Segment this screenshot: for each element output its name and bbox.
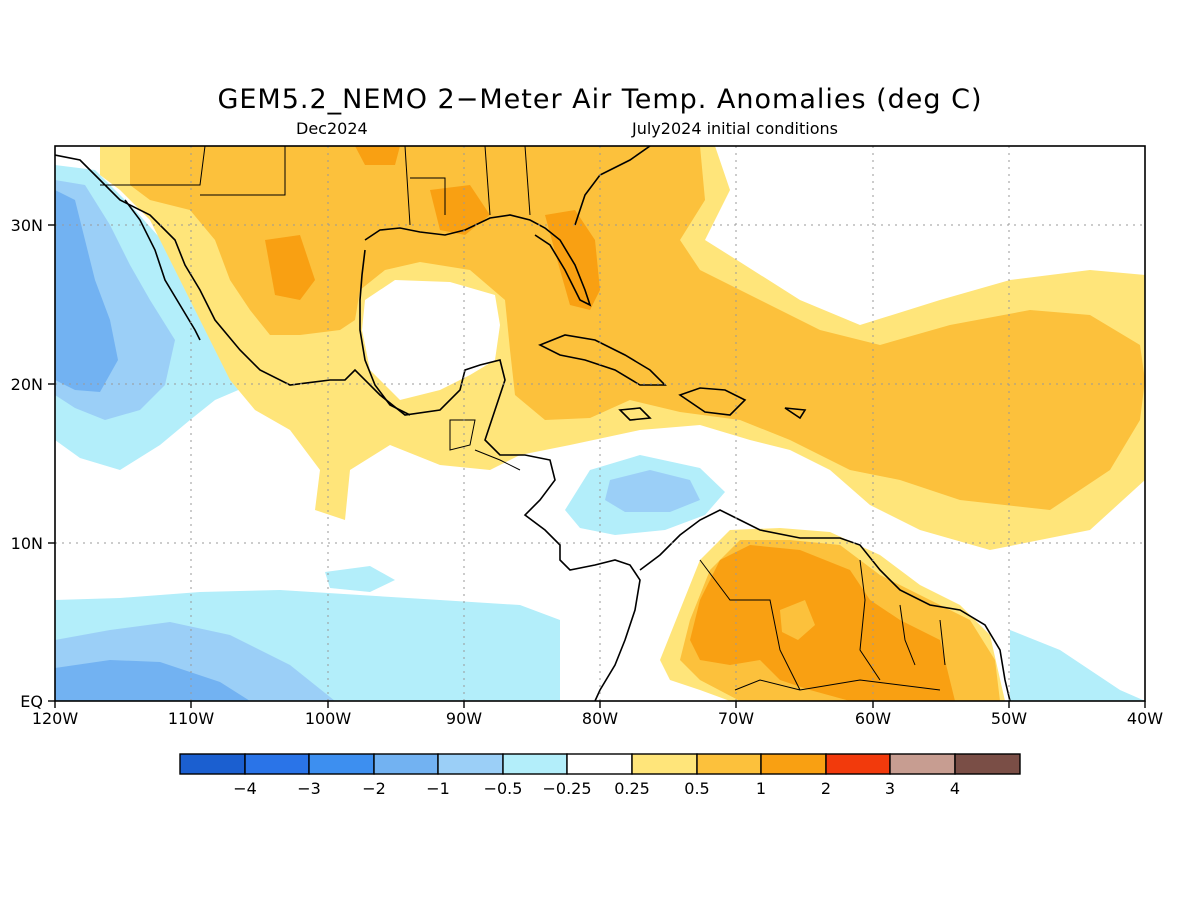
colorbar-label: −3 — [297, 779, 321, 798]
x-tick-40w: 40W — [1127, 709, 1163, 728]
warm-region-sa-hole — [780, 600, 815, 640]
x-tick-110w: 110W — [168, 709, 215, 728]
map-title: GEM5.2_NEMO 2−Meter Air Temp. Anomalies … — [217, 84, 983, 115]
colorbar-swatch — [308, 753, 375, 775]
warm-region-core-mexico — [265, 235, 315, 300]
y-tick-30n: 30N — [11, 216, 43, 235]
colorbar-label: 3 — [885, 779, 895, 798]
cool-region-east — [1010, 630, 1145, 701]
colorbar-swatch — [373, 753, 439, 775]
grid-lines — [55, 146, 1145, 701]
colorbar: −4 −3 −2 −1 −0.5 −0.25 0.25 0.5 1 2 3 4 — [179, 753, 1021, 798]
colorbar-label: −1 — [426, 779, 450, 798]
colorbar-label: 1 — [756, 779, 766, 798]
colorbar-label: 0.5 — [684, 779, 709, 798]
y-tick-20n: 20N — [11, 375, 43, 394]
x-tick-100w: 100W — [305, 709, 352, 728]
warm-region-core-north — [355, 146, 400, 165]
x-tick-60w: 60W — [855, 709, 891, 728]
x-tick-70w: 70W — [718, 709, 754, 728]
colorbar-label: −2 — [362, 779, 386, 798]
y-tick-10n: 10N — [11, 534, 43, 553]
cool-region-caribbean-core — [605, 470, 700, 512]
colorbar-swatch — [566, 753, 633, 775]
colorbar-swatch — [760, 753, 827, 775]
political-borders — [100, 146, 946, 691]
colorbar-swatch — [696, 753, 762, 775]
colorbar-swatch — [954, 753, 1021, 775]
x-tick-50w: 50W — [991, 709, 1027, 728]
axis-ticks — [48, 224, 1146, 708]
colorbar-swatch — [502, 753, 568, 775]
colorbar-swatch — [631, 753, 698, 775]
colorbar-label: 0.25 — [614, 779, 650, 798]
colorbar-label: 4 — [950, 779, 960, 798]
colorbar-label: −0.25 — [542, 779, 591, 798]
colorbar-label: −0.5 — [484, 779, 523, 798]
x-tick-80w: 80W — [582, 709, 618, 728]
colorbar-swatch — [437, 753, 504, 775]
warm-region-mid — [130, 146, 1145, 510]
warm-region-sa-core — [690, 545, 955, 701]
colorbar-label: −4 — [233, 779, 257, 798]
forecast-month: Dec2024 — [296, 119, 368, 138]
colorbar-swatch — [179, 753, 246, 775]
colorbar-swatch — [244, 753, 310, 775]
colorbar-label: 2 — [821, 779, 831, 798]
colorbar-swatch — [889, 753, 956, 775]
initial-conditions-label: July2024 initial conditions — [632, 119, 838, 138]
cool-region-small — [325, 566, 395, 592]
x-tick-90w: 90W — [446, 709, 482, 728]
y-tick-eq: EQ — [20, 692, 43, 711]
cool-region-south-core — [55, 660, 250, 701]
x-tick-120w: 120W — [32, 709, 79, 728]
cool-region-west-core — [55, 190, 118, 392]
anomaly-field — [55, 146, 1145, 701]
colorbar-swatch — [825, 753, 891, 775]
